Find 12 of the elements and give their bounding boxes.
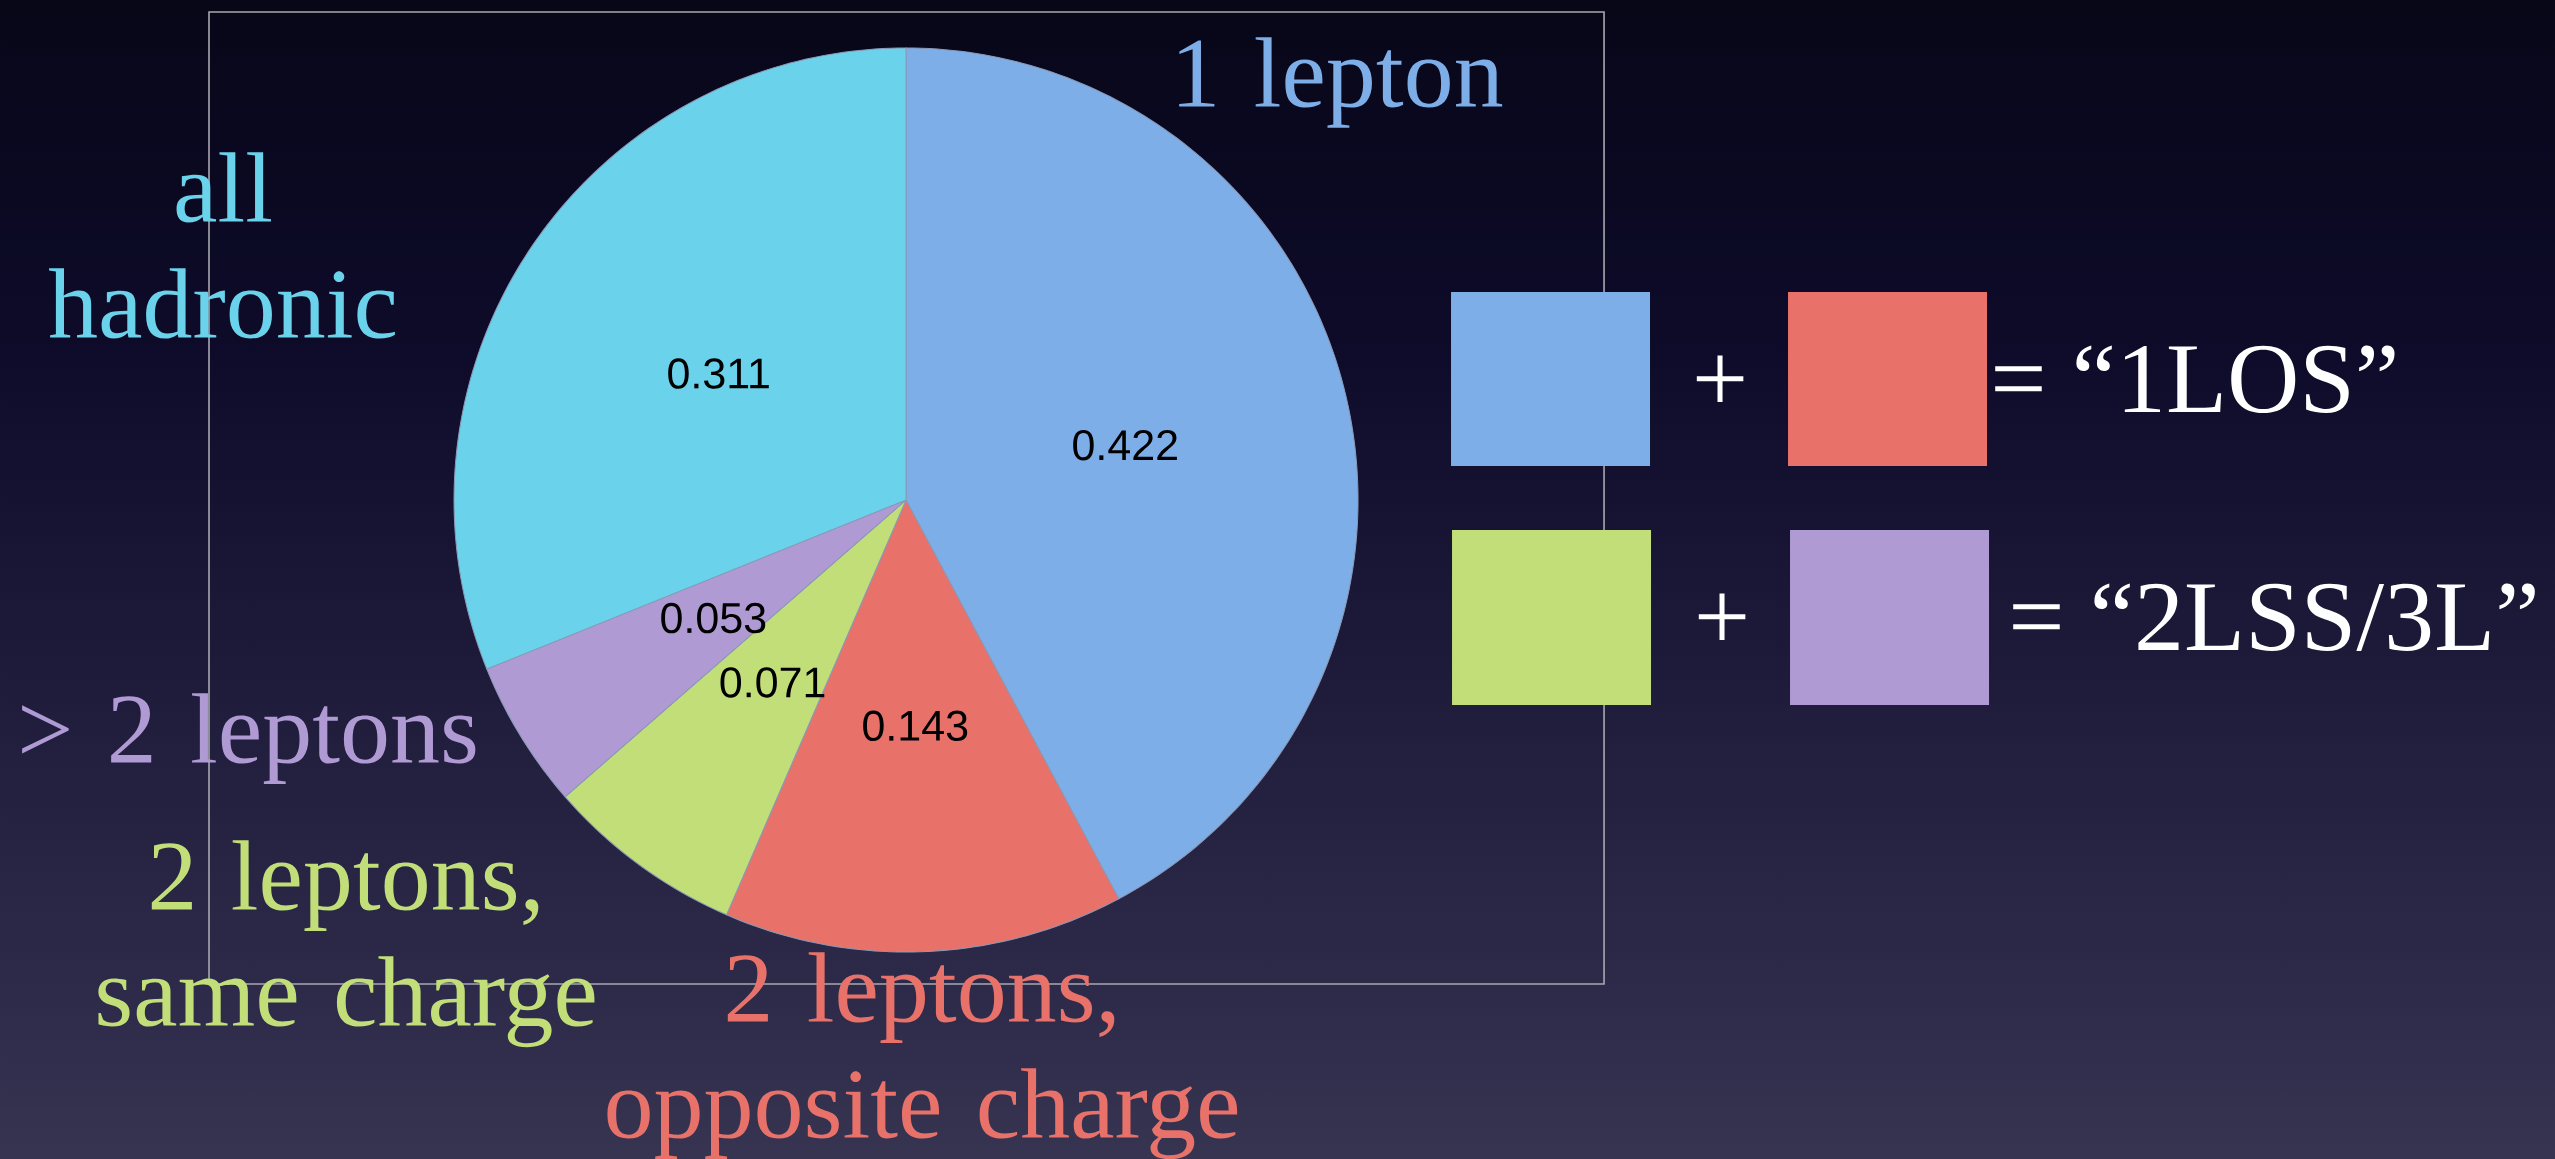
data-label: 0.422 — [1073, 429, 1177, 461]
data-label: 0.143 — [863, 710, 968, 742]
data-label: 0.053 — [661, 602, 766, 634]
slice-label: 2 leptons, opposite charge — [607, 952, 1238, 1159]
slice-label: 2 leptons, same charge — [98, 840, 595, 1048]
data-label: 0.071 — [720, 667, 825, 698]
text: = “2LSS/3L” — [2013, 583, 2535, 651]
text: + — [1696, 355, 1744, 403]
text: + — [1698, 593, 1746, 641]
data-label: 0.311 — [668, 358, 769, 389]
slice-label: 1 lepton — [1179, 37, 1503, 128]
text: = “1LOS” — [1995, 345, 2395, 413]
